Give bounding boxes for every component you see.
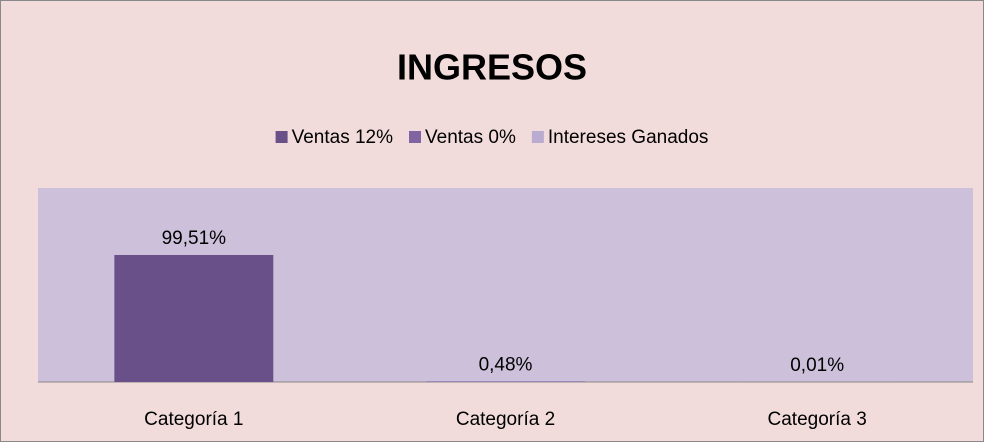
bar bbox=[114, 254, 274, 382]
legend-label: Ventas 0% bbox=[425, 127, 516, 148]
x-tick-label: Categoría 2 bbox=[456, 409, 555, 430]
data-label: 99,51% bbox=[162, 228, 227, 249]
x-tick-label: Categoría 1 bbox=[144, 409, 243, 430]
legend-swatch bbox=[531, 131, 544, 143]
data-label: 0,48% bbox=[479, 354, 533, 375]
legend-label: Ventas 12% bbox=[292, 127, 394, 148]
legend-swatch bbox=[409, 131, 422, 143]
x-tick-label: Categoría 3 bbox=[768, 409, 867, 430]
legend-swatch bbox=[275, 131, 288, 143]
bar bbox=[426, 381, 585, 382]
legend-label: Intereses Ganados bbox=[548, 127, 709, 148]
data-label: 0,01% bbox=[790, 355, 844, 376]
chart-title: INGRESOS bbox=[397, 47, 587, 88]
